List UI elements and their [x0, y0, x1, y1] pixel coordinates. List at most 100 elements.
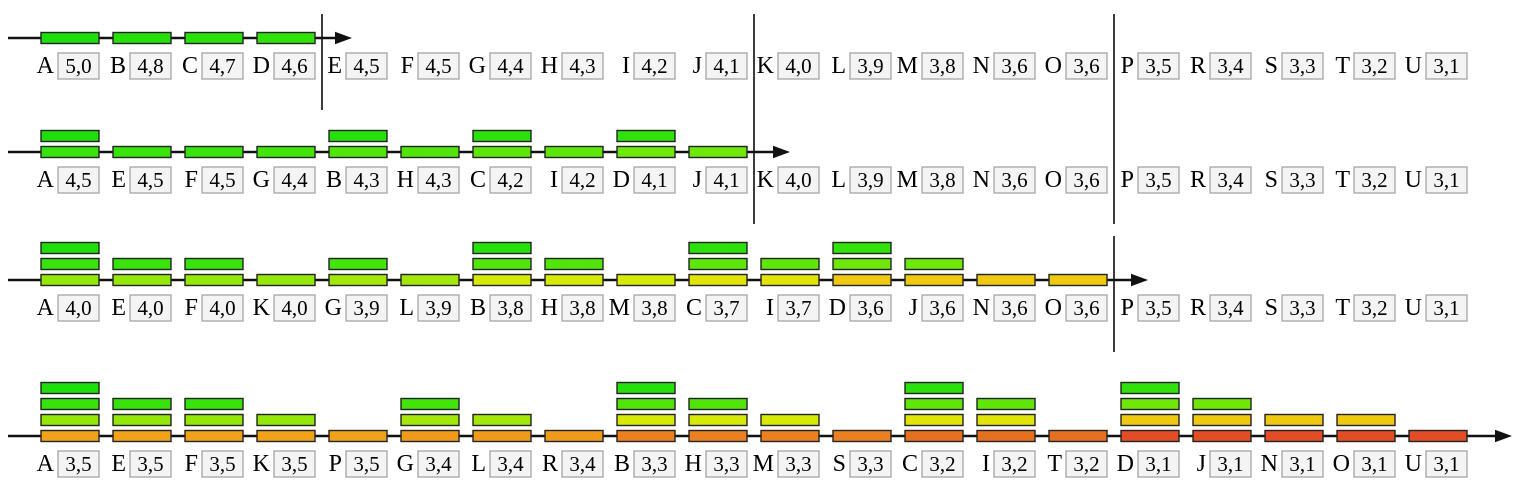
item-letter: K [757, 53, 775, 79]
score-bar [760, 429, 820, 443]
score-bar [328, 257, 388, 271]
item-value: 3,1 [1433, 168, 1459, 192]
item-L: L 3,4 [471, 413, 532, 478]
score-bar [256, 273, 316, 287]
item-value-box [1065, 166, 1108, 194]
item-value-box [57, 450, 100, 478]
item-value-box [345, 52, 388, 80]
item-N: N 3,6 [973, 273, 1036, 322]
item-value: 4,2 [641, 54, 667, 78]
item-value: 4,0 [281, 296, 307, 320]
item-letter: G [325, 295, 342, 321]
item-letter: R [1190, 295, 1206, 321]
item-O: O 3,1 [1333, 413, 1396, 478]
item-value-box [417, 166, 460, 194]
item-L: L 3,9 [831, 52, 892, 80]
score-bar [184, 145, 244, 159]
item-value-box [993, 52, 1036, 80]
item-value-box [345, 450, 388, 478]
score-bar [616, 273, 676, 287]
item-value-box [849, 294, 892, 322]
item-N: N 3,6 [973, 52, 1036, 80]
item-value-box [1137, 294, 1180, 322]
item-value-box [1209, 450, 1252, 478]
score-bar [688, 413, 748, 427]
item-value: 3,1 [1289, 452, 1315, 476]
item-P: P 3,5 [1121, 52, 1180, 80]
score-bar [832, 429, 892, 443]
item-value: 4,5 [137, 168, 163, 192]
item-value: 3,6 [1073, 296, 1099, 320]
item-value: 3,4 [497, 452, 524, 476]
item-letter: S [1265, 295, 1278, 321]
score-bar [688, 257, 748, 271]
score-bar [40, 145, 100, 159]
item-R: R 3,4 [1190, 294, 1252, 322]
item-value-box [849, 52, 892, 80]
item-value-box [777, 450, 820, 478]
item-value: 3,3 [1289, 168, 1315, 192]
score-bar [904, 381, 964, 395]
item-value-box [561, 294, 604, 322]
item-value: 4,0 [137, 296, 163, 320]
score-bar [112, 145, 172, 159]
item-E: E 4,0 [111, 257, 172, 322]
item-value-box [921, 52, 964, 80]
item-U: U 3,1 [1405, 294, 1468, 322]
item-value-box [1353, 294, 1396, 322]
item-letter: M [609, 295, 630, 321]
item-value-box [129, 166, 172, 194]
score-bar [112, 413, 172, 427]
item-value: 3,6 [1001, 296, 1027, 320]
item-value-box [1353, 450, 1396, 478]
item-letter: C [686, 295, 702, 321]
item-letter: T [1335, 295, 1350, 321]
score-bar [904, 273, 964, 287]
score-bar [184, 273, 244, 287]
item-value: 3,4 [1217, 54, 1244, 78]
item-R: R 3,4 [1190, 52, 1252, 80]
score-bar [904, 257, 964, 271]
item-letter: J [693, 53, 702, 79]
score-bar [256, 429, 316, 443]
item-M: M 3,8 [897, 166, 964, 194]
score-bar [40, 273, 100, 287]
score-bar [112, 31, 172, 45]
item-value: 3,3 [1289, 54, 1315, 78]
item-G: G 3,9 [325, 257, 388, 322]
item-value: 4,4 [497, 54, 524, 78]
item-value-box [777, 294, 820, 322]
item-letter: O [1045, 167, 1062, 193]
item-value-box [1209, 52, 1252, 80]
score-bar [904, 397, 964, 411]
score-bar [184, 397, 244, 411]
score-bar [1120, 381, 1180, 395]
score-bar [328, 429, 388, 443]
item-letter: T [1335, 167, 1350, 193]
item-value: 4,1 [713, 168, 739, 192]
score-bar [760, 413, 820, 427]
item-letter: M [753, 451, 774, 477]
item-value: 4,0 [785, 168, 811, 192]
item-value: 4,0 [65, 296, 91, 320]
item-value: 3,8 [569, 296, 595, 320]
score-bar [472, 273, 532, 287]
item-letter: U [1405, 295, 1422, 321]
item-value-box [561, 166, 604, 194]
score-bar [1336, 429, 1396, 443]
score-bar [1192, 429, 1252, 443]
item-T: T 3,2 [1335, 294, 1396, 322]
item-value-box [1065, 52, 1108, 80]
item-P: P 3,5 [1121, 166, 1180, 194]
item-value-box [273, 294, 316, 322]
score-bar [112, 257, 172, 271]
item-value: 4,2 [569, 168, 595, 192]
item-R: R 3,4 [542, 429, 604, 478]
item-letter: D [613, 167, 630, 193]
score-bar [616, 397, 676, 411]
item-value-box [633, 166, 676, 194]
item-letter: J [693, 167, 702, 193]
score-bar [184, 413, 244, 427]
score-bar [472, 257, 532, 271]
